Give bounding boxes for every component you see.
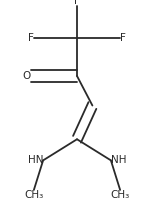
Text: F: F [28, 33, 34, 43]
Text: O: O [22, 71, 31, 81]
Text: NH: NH [111, 155, 126, 165]
Text: CH₃: CH₃ [24, 190, 44, 200]
Text: CH₃: CH₃ [111, 190, 130, 200]
Text: HN: HN [28, 155, 43, 165]
Text: F: F [74, 0, 80, 6]
Text: F: F [120, 33, 126, 43]
